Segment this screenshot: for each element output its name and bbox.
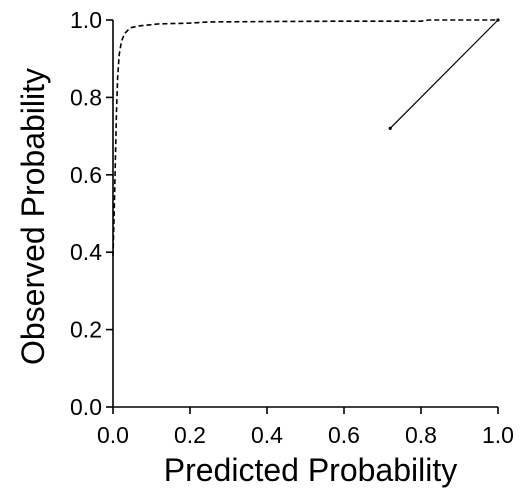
x-tick-label: 0.0 <box>97 422 129 448</box>
y-tick-label: 0.6 <box>70 162 102 188</box>
y-tick-label: 0.4 <box>70 239 102 265</box>
reference-line-end-point <box>496 18 500 22</box>
x-axis-title: Predicted Probability <box>164 452 457 488</box>
x-tick-label: 0.4 <box>251 422 283 448</box>
reference-line-start-point <box>388 126 392 130</box>
x-tick-label: 0.2 <box>174 422 206 448</box>
plot-marks <box>112 18 500 257</box>
y-tick-label: 1.0 <box>70 7 102 33</box>
y-tick-label: 0.0 <box>70 394 102 420</box>
reference-line-solid <box>389 19 499 129</box>
x-tick-label: 1.0 <box>482 422 514 448</box>
x-tick-label: 0.8 <box>405 422 437 448</box>
y-axis-title: Observed Probability <box>15 68 51 365</box>
x-tick-label: 0.6 <box>328 422 360 448</box>
y-tick-label: 0.8 <box>70 84 102 110</box>
y-tick-label: 0.2 <box>70 317 102 343</box>
axes: 0.0 0.2 0.4 0.6 0.8 1.0 0.0 0.2 0.4 0.6 0.8 1.0 <box>70 7 514 448</box>
calibration-curve-dashed <box>112 19 498 257</box>
